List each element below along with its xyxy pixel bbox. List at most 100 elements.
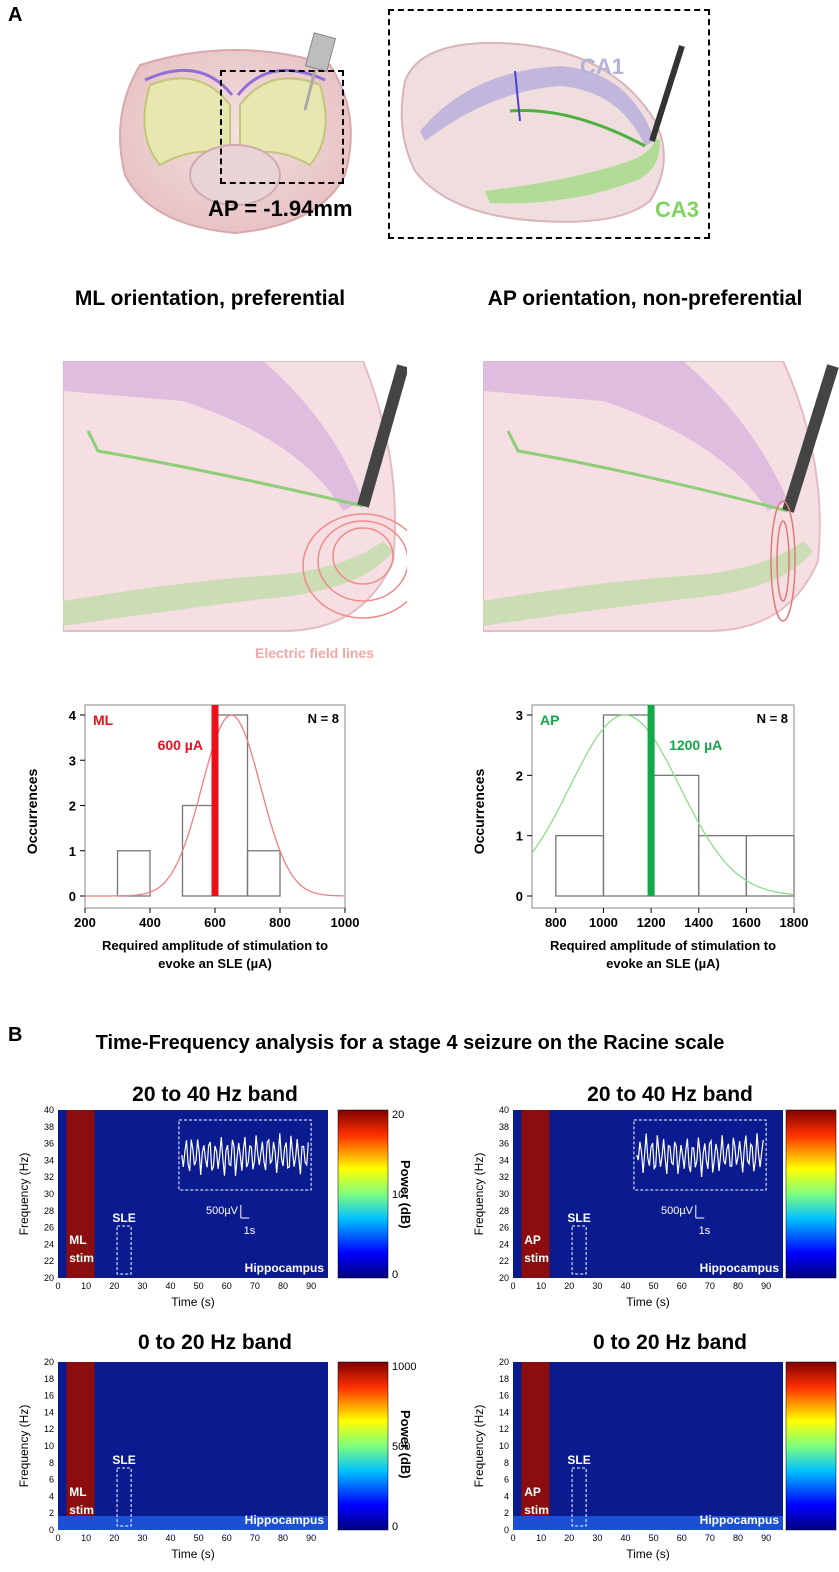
freq-axis-title: Frequency (Hz) <box>472 1405 486 1488</box>
time-tick-label: 20 <box>564 1533 574 1543</box>
x-axis-title-line: evoke an SLE (µA) <box>158 956 272 971</box>
freq-tick-label: 18 <box>499 1374 509 1384</box>
freq-tick-label: 26 <box>499 1223 509 1233</box>
stim-label: AP <box>524 1233 541 1247</box>
y-tick-label: 1 <box>516 829 523 844</box>
y-tick-label: 4 <box>69 708 77 723</box>
normal-fit-curve <box>531 714 795 896</box>
series-label: ML <box>93 712 114 728</box>
time-tick-label: 50 <box>194 1533 204 1543</box>
freq-tick-label: 30 <box>499 1189 509 1199</box>
scale-time-label: 1s <box>699 1225 711 1237</box>
histogram-bar <box>602 714 652 897</box>
freq-tick-label: 6 <box>49 1475 54 1485</box>
histogram-bar <box>555 835 605 897</box>
stimulation-artifact <box>521 1110 550 1278</box>
freq-tick-label: 4 <box>504 1491 509 1501</box>
sle-box <box>116 1467 132 1527</box>
colorbar <box>337 1361 389 1531</box>
spectrogram-background <box>513 1362 783 1530</box>
spectrogram-title: 0 to 20 Hz band <box>592 1331 748 1354</box>
freq-tick-label: 34 <box>44 1155 54 1165</box>
stim-label: stim <box>524 1503 549 1517</box>
time-tick-label: 30 <box>592 1281 602 1291</box>
time-tick-label: 50 <box>194 1281 204 1291</box>
time-tick-label: 90 <box>761 1281 771 1291</box>
time-axis-title: Time (s) <box>171 1547 215 1561</box>
region-label: Hippocampus <box>245 1261 325 1275</box>
sle-box <box>116 1225 132 1275</box>
freq-axis-title: Frequency (Hz) <box>472 1153 486 1236</box>
time-axis-title: Time (s) <box>171 1295 215 1309</box>
panel-b-letter: B <box>8 1024 23 1046</box>
time-tick-label: 70 <box>250 1281 260 1291</box>
freq-tick-label: 20 <box>44 1357 54 1367</box>
zoom-box <box>220 70 344 184</box>
x-tick-label: 800 <box>545 915 567 930</box>
time-tick-label: 40 <box>165 1281 175 1291</box>
n-label: N = 8 <box>757 711 788 726</box>
threshold-label: 1200 µA <box>669 737 722 753</box>
n-label: N = 8 <box>308 711 339 726</box>
freq-tick-label: 24 <box>499 1239 509 1249</box>
sle-label: SLE <box>112 1453 135 1467</box>
histogram-ml: 200 400 600 800 1000 0 1 2 3 4 ML N = 8 600 µA Occurr… <box>24 704 359 971</box>
time-tick-label: 30 <box>137 1533 147 1543</box>
x-axis-title-line: Required amplitude of stimulation to <box>102 938 328 953</box>
colorbar-tick-label: 0 <box>392 1269 398 1281</box>
freq-axis-title: Frequency (Hz) <box>17 1153 31 1236</box>
time-tick-label: 80 <box>733 1281 743 1291</box>
histogram-bar <box>181 804 216 897</box>
freq-tick-label: 6 <box>504 1475 509 1485</box>
spectrogram-panel: SLE ML stim Hippocampus 500µV 1s 40 38 36 34 32 30 2… <box>17 1105 404 1309</box>
colorbar-tick-label: 20 <box>392 1109 404 1121</box>
freq-tick-label: 38 <box>44 1122 54 1132</box>
region-label: Hippocampus <box>700 1513 780 1527</box>
freq-tick-label: 28 <box>499 1206 509 1216</box>
histogram-ap: 800 1000 1200 1400 1600 1800 0 1 2 3 AP N = 8 1200 µ… <box>471 704 808 971</box>
freq-tick-label: 38 <box>499 1122 509 1132</box>
time-tick-label: 40 <box>620 1533 630 1543</box>
power-axis-label: Power (dB) <box>398 1410 413 1479</box>
y-tick-label: 3 <box>69 753 76 768</box>
colorbar <box>785 1109 837 1279</box>
freq-tick-label: 18 <box>44 1374 54 1384</box>
time-tick-label: 50 <box>649 1533 659 1543</box>
ml-orientation-title: ML orientation, preferential <box>74 287 346 310</box>
time-tick-label: 0 <box>510 1533 515 1543</box>
freq-tick-label: 32 <box>44 1172 54 1182</box>
time-tick-label: 60 <box>677 1533 687 1543</box>
scale-voltage-label: 500µV <box>661 1205 694 1217</box>
stim-label: ML <box>69 1485 86 1499</box>
spectrogram-title: 0 to 20 Hz band <box>137 1331 293 1354</box>
histogram-bar <box>650 774 700 897</box>
freq-tick-label: 4 <box>49 1491 54 1501</box>
freq-tick-label: 0 <box>504 1525 509 1535</box>
time-tick-label: 0 <box>55 1533 60 1543</box>
threshold-line <box>647 705 655 896</box>
time-tick-label: 90 <box>761 1533 771 1543</box>
colorbar-tick-label: 10 <box>392 1189 404 1201</box>
hippocampus-illustration <box>400 41 685 223</box>
freq-tick-label: 40 <box>499 1105 509 1115</box>
freq-tick-label: 10 <box>44 1441 54 1451</box>
stimulation-artifact <box>521 1362 550 1530</box>
time-tick-label: 10 <box>536 1281 546 1291</box>
time-tick-label: 10 <box>81 1533 91 1543</box>
freq-tick-label: 20 <box>499 1357 509 1367</box>
ca3-label: CA3 <box>655 197 700 222</box>
spectrogram-background <box>58 1362 328 1530</box>
time-tick-label: 60 <box>222 1533 232 1543</box>
freq-tick-label: 12 <box>44 1424 54 1434</box>
spectrogram-title: 20 to 40 Hz band <box>587 1083 753 1106</box>
freq-tick-label: 14 <box>44 1407 54 1417</box>
power-axis-label: Power (dB) <box>398 1160 413 1229</box>
time-tick-label: 50 <box>649 1281 659 1291</box>
hippocampus-zoom-box <box>388 9 710 239</box>
spectrogram-panel: SLE AP stim Hippocampus 500µV 1s 40 38 36 34 32 30 2… <box>472 1105 837 1309</box>
freq-axis-title: Frequency (Hz) <box>17 1405 31 1488</box>
y-axis-title: Occurrences <box>24 768 40 854</box>
stimulation-artifact <box>66 1110 95 1278</box>
